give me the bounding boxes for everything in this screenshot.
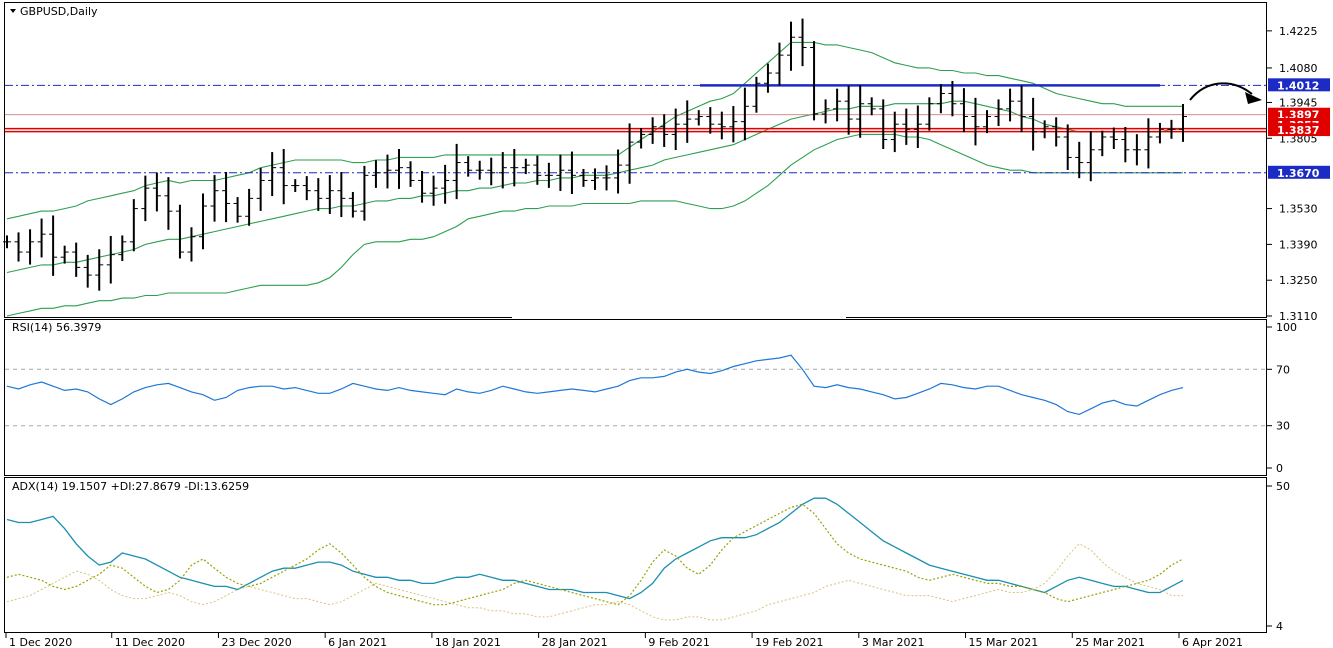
time-tick-label: 6 Apr 2021 <box>1182 636 1243 648</box>
rsi-title: RSI(14) 56.3979 <box>12 321 101 334</box>
bollinger-line <box>6 41 1183 220</box>
price-bars <box>3 18 1187 320</box>
support-red-label-bg <box>1268 123 1330 137</box>
adx-tick-label: 4 <box>1276 620 1283 633</box>
forecast-arrow <box>1189 82 1262 104</box>
time-tick-label: 28 Jan 2021 <box>542 636 608 648</box>
support-red-label: 1.3837 <box>1277 124 1319 137</box>
time-tick-label: 1 Dec 2020 <box>9 636 72 648</box>
price-tick-label: 1.4225 <box>1279 25 1318 38</box>
rsi-tick-label: 100 <box>1276 321 1297 334</box>
adx-indicator: 50 4 <box>6 480 1290 633</box>
price-tick-label: 1.4080 <box>1279 62 1318 75</box>
price-panel[interactable] <box>4 2 1267 318</box>
adx-line <box>6 497 1184 600</box>
price-tick-label: 1.3110 <box>1279 310 1318 323</box>
symbol-title: GBPUSD,Daily <box>20 5 98 18</box>
price-axis: 1.42251.40801.39451.38051.35301.33901.32… <box>1267 25 1330 323</box>
price-tick-label: 1.3945 <box>1279 96 1318 109</box>
rsi-tick-label: 30 <box>1276 420 1290 433</box>
chevron-down-icon[interactable] <box>10 9 16 13</box>
bollinger-line <box>6 133 1183 317</box>
resistance-label: 1.4012 <box>1277 79 1319 92</box>
time-tick-label: 6 Jan 2021 <box>328 636 387 648</box>
support-label: 1.3670 <box>1277 167 1320 180</box>
plus-di-line <box>6 503 1184 606</box>
adx-panel[interactable] <box>4 477 1267 633</box>
time-tick-label: 3 Mar 2021 <box>862 636 925 648</box>
axis-gap <box>512 314 846 320</box>
time-axis: 1 Dec 2020 11 Dec 2020 23 Dec 2020 6 Jan 20… <box>5 633 1243 648</box>
price-tick-label: 1.3250 <box>1279 274 1318 287</box>
time-tick-label: 19 Feb 2021 <box>755 636 823 648</box>
price-tick-label: 1.3390 <box>1279 238 1318 251</box>
rsi-indicator: 100 70 30 0 <box>5 321 1297 475</box>
time-tick-label: 25 Mar 2021 <box>1075 636 1145 648</box>
time-tick-label: 11 Dec 2020 <box>115 636 185 648</box>
minus-di-line <box>6 543 1183 621</box>
adx-tick-label: 50 <box>1276 480 1290 493</box>
time-tick-label: 23 Dec 2020 <box>221 636 291 648</box>
time-tick-label: 18 Jan 2021 <box>435 636 501 648</box>
adx-title: ADX(14) 19.1507 +DI:27.8679 -DI:13.6259 <box>12 480 249 493</box>
resistance-label-bg <box>1268 78 1330 92</box>
price-tick-label: 1.3530 <box>1279 203 1318 216</box>
rsi-tick-label: 0 <box>1276 462 1283 475</box>
rsi-panel[interactable] <box>4 319 1267 476</box>
time-tick-label: 9 Feb 2021 <box>648 636 709 648</box>
rsi-line <box>6 354 1184 416</box>
time-tick-label: 15 Mar 2021 <box>969 636 1039 648</box>
rsi-tick-label: 70 <box>1276 363 1290 376</box>
support-label-bg <box>1268 165 1330 179</box>
price-label-bg <box>1268 107 1330 121</box>
